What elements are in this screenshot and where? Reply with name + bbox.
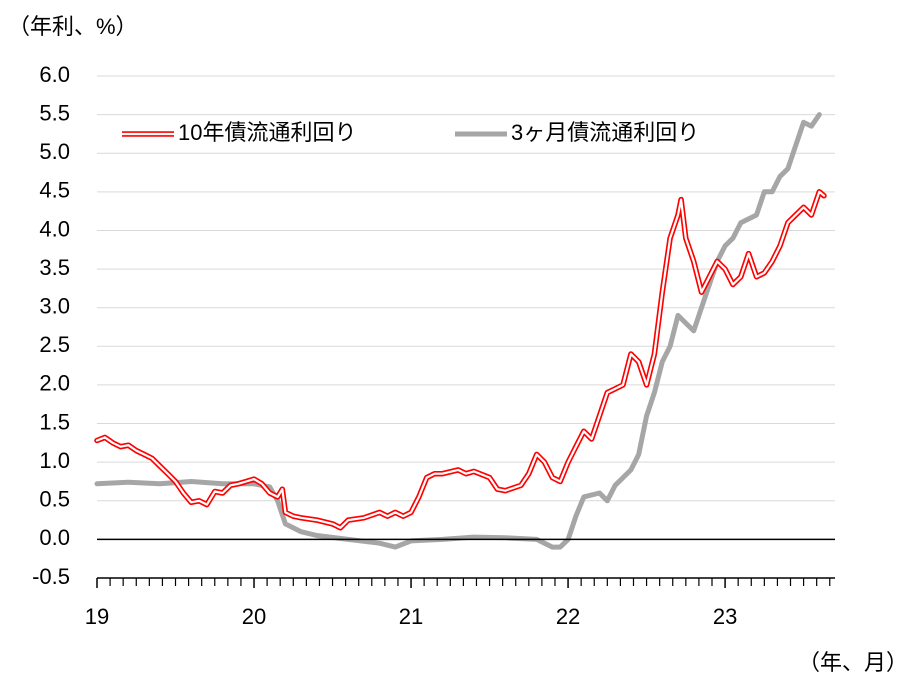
series-line (94, 112, 822, 550)
plot (94, 112, 827, 550)
y-tick-label: -0.5 (32, 564, 70, 589)
y-tick-label: 6.0 (39, 62, 70, 87)
y-tick-label: 0.0 (39, 525, 70, 550)
y-tick-label: 1.5 (39, 409, 70, 434)
y-unit-label: （年利、%） (8, 14, 138, 39)
x-unit-label: （年、月） (798, 650, 908, 675)
y-tick-label: 3.5 (39, 255, 70, 280)
y-tick-label: 1.0 (39, 448, 70, 473)
grid (97, 75, 835, 579)
y-tick-label: 0.5 (39, 487, 70, 512)
y-tick-label: 4.0 (39, 216, 70, 241)
series-line (94, 189, 827, 531)
y-tick-label: 5.0 (39, 139, 70, 164)
legend: 10年債流通利回り 3ヶ月債流通利回り (122, 120, 699, 145)
x-tick-label: 19 (85, 604, 109, 629)
y-tick-label: 2.5 (39, 332, 70, 357)
x-tick-label: 22 (556, 604, 580, 629)
y-tick-label: 2.0 (39, 371, 70, 396)
y-tick-label: 3.0 (39, 294, 70, 319)
axes: -0.5 0.0 0.5 1.0 1.5 2.0 2.5 3.0 3.5 4.0 4.5 5.0 5.5… (32, 62, 835, 629)
x-tick-label: 20 (242, 604, 266, 629)
y-tick-label: 4.5 (39, 178, 70, 203)
x-tick-label: 23 (713, 604, 737, 629)
series-line-inner (95, 190, 826, 529)
y-tick-label: 5.5 (39, 100, 70, 125)
x-tick-label: 21 (399, 604, 423, 629)
legend-label: 10年債流通利回り (178, 120, 356, 145)
legend-label: 3ヶ月債流通利回り (511, 120, 699, 145)
